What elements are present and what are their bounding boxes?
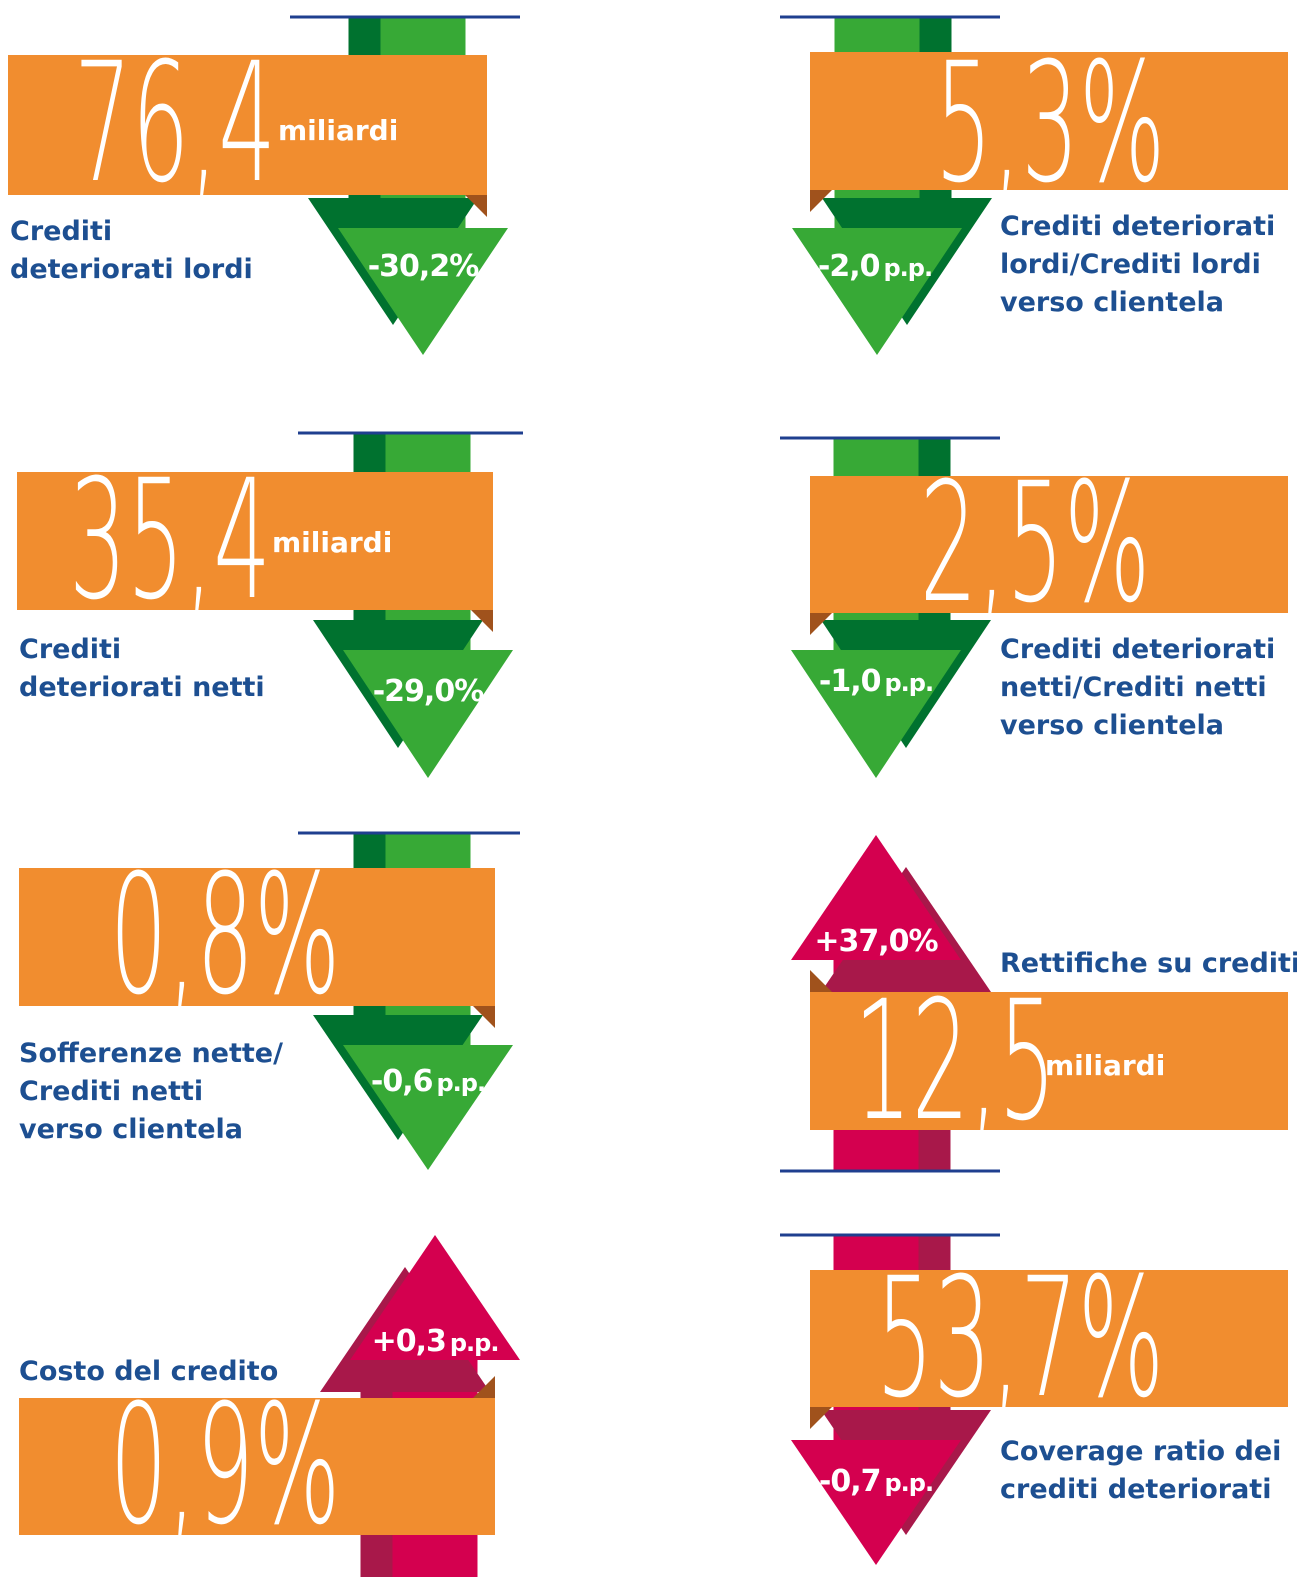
change: -0,7 p.p. [819,1464,933,1499]
banner-fold [465,195,487,217]
label-line: Crediti deteriorati [1000,211,1275,242]
change: +0,3 p.p. [372,1324,499,1359]
label-line: Rettifiche su crediti [1000,948,1297,979]
arrow-head [343,650,513,778]
label-line: Costo del credito [19,1356,278,1387]
label-line: lordi/Crediti lordi [1000,249,1261,280]
tile: 0,8% Sofferenze nette/Crediti netti verso … [19,831,520,1170]
arrow-head [791,835,961,960]
change-unit: p.p. [450,1329,499,1357]
tile: 76,4 miliardi Crediti deteriorati lordi -30,… [8,15,520,355]
banner [810,52,1288,190]
change: -1,0 p.p. [819,664,933,699]
change-unit: p.p. [885,1469,934,1497]
banner-fold [473,1006,495,1028]
label-line: verso clientela [1000,710,1224,741]
change-value: +0,3 [372,1324,446,1359]
arrow-head [350,1235,520,1360]
change-unit: p.p. [885,669,934,697]
label-line: deteriorati lordi [10,254,253,285]
banner-fold [810,613,832,635]
value-unit: miliardi [1045,1049,1165,1082]
banner-fold [810,970,832,992]
big-value: 0,9% [110,1370,341,1562]
tile: 5,3%Crediti deteriorati lordi/Crediti lor… [780,15,1288,355]
arrow-head [791,650,961,778]
banner [8,55,487,195]
arrow-head [791,1440,961,1565]
label-line: Coverage ratio dei [1000,1436,1281,1467]
tile: 53,7%Coverage ratio dei crediti deteriora… [780,1233,1288,1565]
banner-fold [810,190,832,212]
big-value: 12,5 [854,966,1056,1158]
change: -29,0% [373,674,484,709]
banner [19,868,495,1006]
change-value: +37,0% [814,924,938,959]
arrow-head [338,228,508,355]
big-value: 76,4 [74,28,276,220]
change-value: -0,6 [371,1064,433,1099]
banner [810,476,1288,613]
big-value: 5,3% [935,28,1166,220]
banner [810,992,1288,1130]
banner [810,1270,1288,1407]
label-line: crediti deteriorati [1000,1474,1271,1505]
banner-fold [471,610,493,632]
change-value: -0,7 [819,1464,881,1499]
change: -0,6 p.p. [371,1064,485,1099]
tile: 2,5%Crediti deteriorati netti/Crediti net… [780,436,1288,778]
value-unit: miliardi [278,114,398,147]
label-line: verso clientela [1000,287,1224,318]
label-line: Crediti [19,634,121,665]
change-unit: p.p. [884,254,933,282]
change-unit: p.p. [437,1069,486,1097]
banner-fold [473,1376,495,1398]
change: -30,2% [368,249,479,284]
big-value: 0,8% [110,840,341,1032]
label-line: Sofferenze nette/ [19,1038,283,1069]
label-line: deteriorati netti [19,672,265,703]
change: +37,0% [814,924,938,959]
banner [17,472,493,610]
change-value: -1,0 [819,664,881,699]
change-value: -2,0 [818,249,880,284]
arrow-head [792,228,962,355]
big-value: 2,5% [920,448,1151,640]
label-line: verso clientela [19,1114,243,1145]
tile: 0,9%Costo del credito +0,3 p.p. [19,1235,520,1577]
label-line: Crediti [10,216,112,247]
banner-fold [810,1407,832,1429]
arrow-head [343,1045,513,1170]
change: -2,0 p.p. [818,249,932,284]
change-value: -30,2% [368,249,479,284]
value-unit: miliardi [272,526,392,559]
change-value: -29,0% [373,674,484,709]
label-line: Crediti deteriorati [1000,634,1275,665]
big-value: 53,7% [876,1243,1164,1435]
tile: 35,4 miliardi Crediti deteriorati netti -29,… [17,431,523,778]
big-value: 35,4 [69,445,271,637]
label-line: netti/Crediti netti [1000,672,1267,703]
banner [19,1398,495,1535]
label-line: Crediti netti [19,1076,203,1107]
